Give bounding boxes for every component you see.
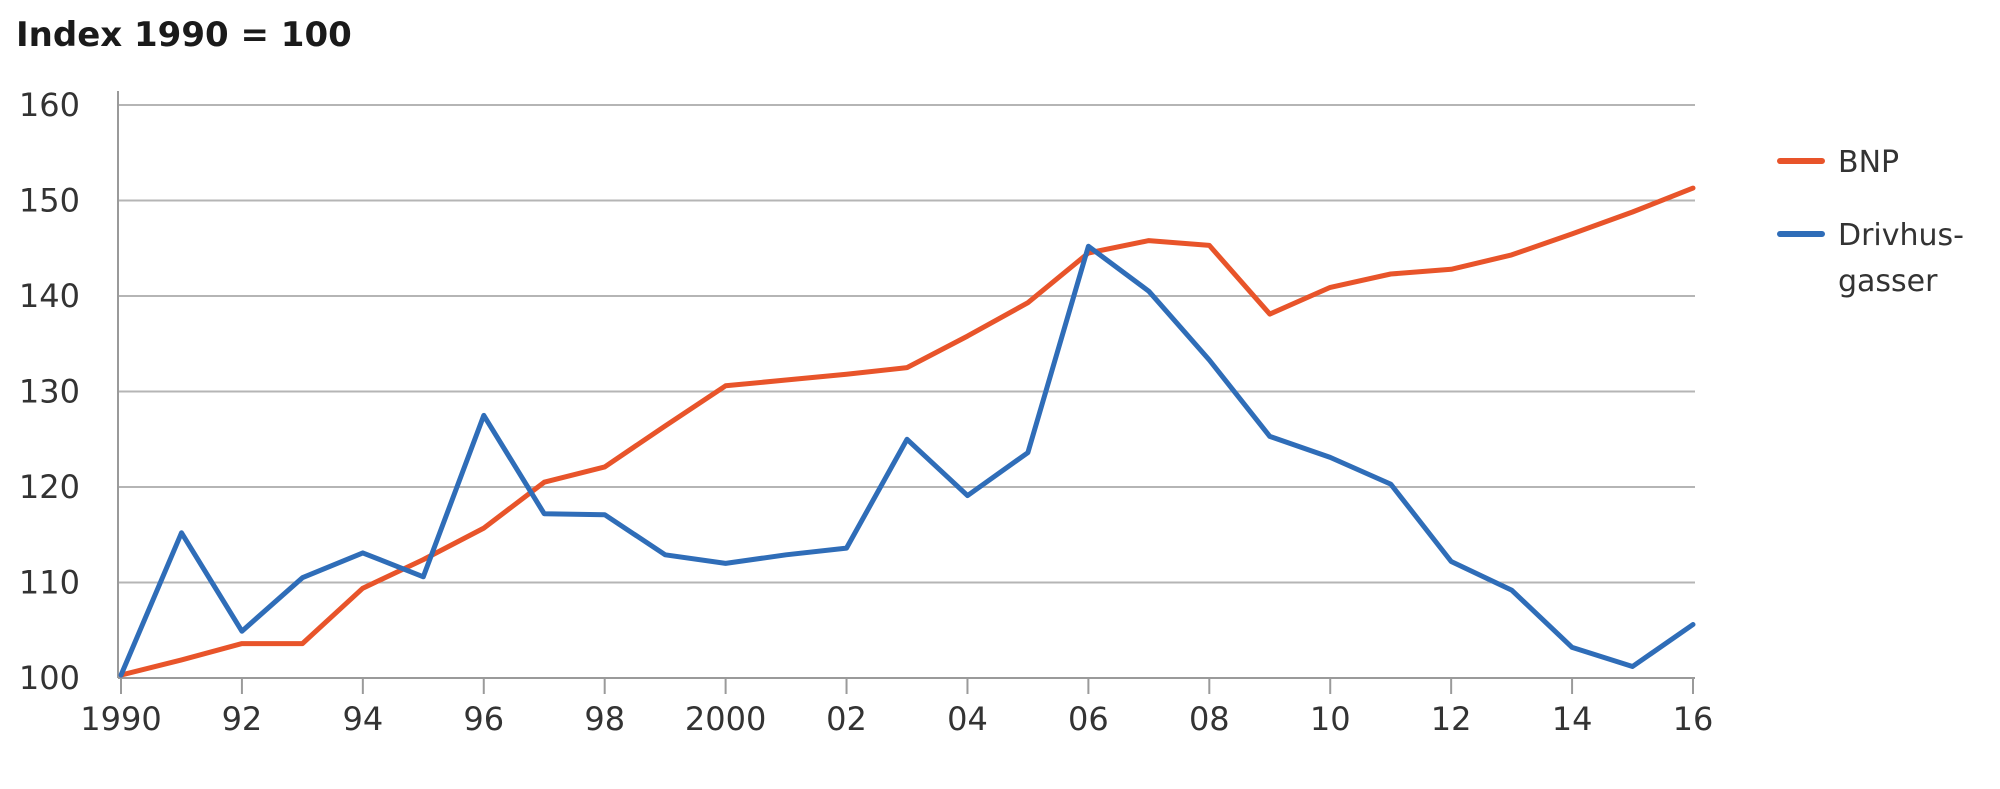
x-tick-label: 96 bbox=[463, 700, 504, 738]
y-tick-label: 110 bbox=[19, 564, 80, 602]
x-tick-label: 16 bbox=[1673, 700, 1714, 738]
y-tick-label: 140 bbox=[19, 277, 80, 315]
x-tick-label: 1990 bbox=[80, 700, 161, 738]
grid-lines bbox=[118, 104, 1695, 584]
y-tick-label: 120 bbox=[19, 468, 80, 506]
x-tick-label: 2000 bbox=[685, 700, 766, 738]
x-tick-label: 10 bbox=[1310, 700, 1351, 738]
y-tick-label: 150 bbox=[19, 182, 80, 220]
x-tick-label: 08 bbox=[1189, 700, 1230, 738]
x-tick-label: 92 bbox=[222, 700, 263, 738]
x-tick-label: 12 bbox=[1431, 700, 1472, 738]
series-line-bnp bbox=[118, 185, 1696, 678]
series-lines bbox=[118, 185, 1696, 678]
x-tick-label: 98 bbox=[584, 700, 625, 738]
y-tick-label: 130 bbox=[19, 373, 80, 411]
x-tick-label: 14 bbox=[1552, 700, 1593, 738]
axes: 100 110 120 130 140 150 160 1990 92 94 96 98 2000 02 0… bbox=[19, 86, 1713, 738]
chart-title: Index 1990 = 100 bbox=[16, 15, 352, 55]
y-tick-label: 160 bbox=[19, 86, 80, 124]
x-tick-label: 94 bbox=[342, 700, 383, 738]
legend: BNP Drivhus-gasser bbox=[1777, 145, 1964, 299]
series-line-drivhusgasser bbox=[118, 243, 1696, 678]
x-tick-label: 04 bbox=[947, 700, 988, 738]
x-tick-label: 02 bbox=[826, 700, 867, 738]
legend-label: gasser bbox=[1838, 264, 1938, 299]
y-tick-label: 100 bbox=[19, 659, 80, 697]
legend-label: Drivhus- bbox=[1838, 218, 1964, 253]
legend-label: BNP bbox=[1838, 145, 1899, 180]
x-tick-label: 06 bbox=[1068, 700, 1109, 738]
